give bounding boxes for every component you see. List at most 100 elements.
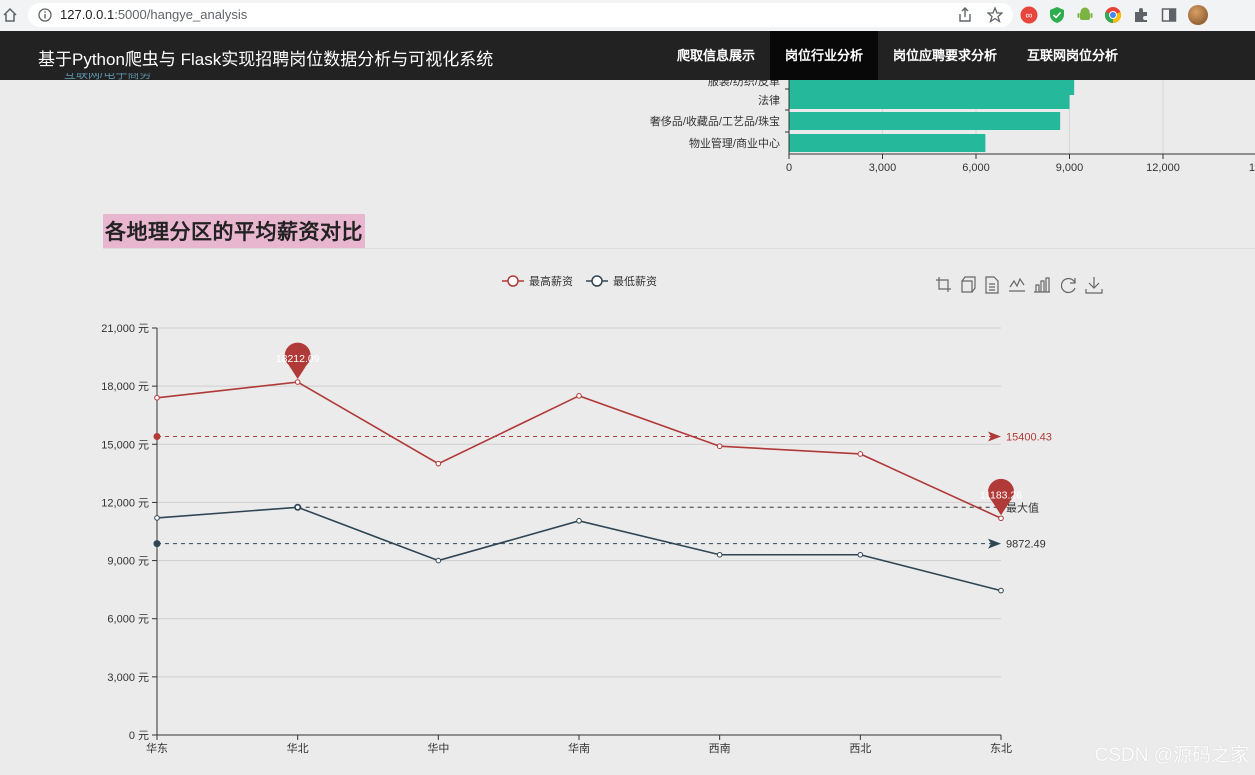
partial-category-text: 互联网/电子商务 xyxy=(64,73,152,81)
nav-menu: 爬取信息展示 岗位行业分析 岗位应聘要求分析 互联网岗位分析 xyxy=(662,31,1133,80)
browser-toolbar: 127.0.0.1:5000/hangye_analysis ∞ xyxy=(0,0,1255,32)
legend-symbol xyxy=(507,275,519,287)
extension-shield-icon[interactable] xyxy=(1048,6,1066,24)
url-text: 127.0.0.1:5000/hangye_analysis xyxy=(60,7,247,22)
markline-label: 15400.43 xyxy=(1006,432,1052,444)
line-switch-icon[interactable] xyxy=(1009,277,1025,292)
x-tick-label: 6,000 xyxy=(962,162,990,174)
region-salary-line-chart: 最高薪资 最低薪资 0 元 3,000 元 6,000 元 9,000 元 12,000 元… xyxy=(101,274,1103,755)
x-tick-label: 华南 xyxy=(568,741,590,755)
markpoint-pin xyxy=(987,478,1014,516)
y-tick-label: 15,000 元 xyxy=(101,439,149,451)
data-point xyxy=(294,379,301,385)
url-path: :5000/hangye_analysis xyxy=(114,7,248,22)
data-point xyxy=(154,515,160,521)
markpoint-pin xyxy=(284,342,311,380)
nav-item-crawl-display[interactable]: 爬取信息展示 xyxy=(677,48,756,63)
nav-item-internet-jobs[interactable]: 互联网岗位分析 xyxy=(1027,48,1119,63)
bar xyxy=(789,134,986,152)
icon-path xyxy=(961,276,976,293)
markpoint-label: 11183.26 xyxy=(980,489,1022,501)
x-tick-label: 华北 xyxy=(287,741,309,755)
icon-path xyxy=(985,276,999,294)
x-tick-label: 西北 xyxy=(849,742,871,755)
icon-path xyxy=(1085,277,1103,294)
x-tick-label: 东北 xyxy=(990,742,1012,755)
data-point xyxy=(576,518,582,524)
profile-avatar[interactable] xyxy=(1188,5,1208,25)
x-tick-label: 华东 xyxy=(146,741,168,755)
extension-android-icon[interactable] xyxy=(1076,6,1094,24)
data-point xyxy=(576,393,582,399)
y-tick-label: 3,000 元 xyxy=(107,672,149,684)
icon-path xyxy=(936,277,951,292)
category-label: 法律 xyxy=(758,93,780,107)
bar xyxy=(789,112,1061,130)
nav-item-requirements-analysis[interactable]: 岗位应聘要求分析 xyxy=(893,48,998,63)
svg-text:∞: ∞ xyxy=(1025,11,1032,22)
data-point xyxy=(716,443,723,450)
y-tick-label: 9,000 元 xyxy=(107,556,149,568)
data-view-icon[interactable] xyxy=(985,276,999,294)
bookmark-star-icon[interactable] xyxy=(987,6,1003,24)
app-navbar: 基于Python爬虫与 Flask实现招聘岗位数据分析与可视化系统 爬取信息展示… xyxy=(0,31,1255,80)
markline-start xyxy=(153,540,161,548)
address-bar[interactable]: 127.0.0.1:5000/hangye_analysis xyxy=(28,3,1013,27)
app-title[interactable]: 基于Python爬虫与 Flask实现招聘岗位数据分析与可视化系统 xyxy=(38,50,494,69)
section-title: 各地理分区的平均薪资对比 xyxy=(103,214,365,248)
x-tick-label: 12,000 xyxy=(1146,162,1180,174)
x-tick-label: 15, xyxy=(1249,162,1255,174)
bar-switch-icon[interactable] xyxy=(1034,277,1050,293)
home-icon[interactable] xyxy=(2,7,18,23)
legend-label: 最低薪资 xyxy=(613,275,657,288)
nav-item-industry-analysis[interactable]: 岗位行业分析 xyxy=(770,31,879,80)
extension-infinity-icon[interactable]: ∞ xyxy=(1020,6,1038,24)
markpoint-label: 18212.09 xyxy=(276,353,320,365)
side-panel-icon[interactable] xyxy=(1160,6,1178,24)
site-info-icon[interactable] xyxy=(38,8,52,22)
save-image-icon[interactable] xyxy=(1085,277,1103,294)
x-tick-label: 西南 xyxy=(709,742,731,755)
legend-label: 最高薪资 xyxy=(529,274,573,288)
category-label: 服装/纺织/皮革 xyxy=(708,80,780,88)
markline-start xyxy=(153,433,161,441)
section-divider xyxy=(103,248,1255,249)
max-markline-label: 最大值 xyxy=(1006,500,1039,514)
icon-path xyxy=(1060,277,1076,294)
y-tick-label: 12,000 元 xyxy=(101,497,149,509)
markline-arrow xyxy=(988,431,1001,442)
x-tick-label: 3,000 xyxy=(869,162,897,174)
x-tick-label: 0 xyxy=(786,162,792,174)
series-line xyxy=(156,381,1002,519)
data-point xyxy=(857,451,864,457)
y-tick-label: 21,000 元 xyxy=(101,323,149,335)
category-label: 物业管理/商业中心 xyxy=(689,136,780,150)
y-tick-label: 18,000 元 xyxy=(101,381,149,393)
icon-path xyxy=(1009,277,1025,292)
extensions-puzzle-icon[interactable] xyxy=(1132,6,1150,24)
y-tick-label: 6,000 元 xyxy=(107,614,149,626)
markline-arrow xyxy=(988,538,1001,549)
data-point xyxy=(435,460,442,467)
markline-label: 9872.49 xyxy=(1006,539,1046,551)
data-point xyxy=(294,504,301,511)
legend-symbol xyxy=(591,275,603,287)
y-tick-label: 0 元 xyxy=(129,730,149,742)
data-point xyxy=(998,515,1004,522)
data-point xyxy=(154,394,160,401)
url-host: 127.0.0.1 xyxy=(60,7,115,22)
x-tick-label: 9,000 xyxy=(1056,162,1084,174)
data-point xyxy=(857,551,864,558)
icon-path xyxy=(1034,277,1050,293)
data-point xyxy=(998,587,1004,594)
category-label: 奢侈品/收藏品/工艺品/珠宝 xyxy=(650,114,780,128)
watermark: CSDN @源码之家 xyxy=(1094,745,1249,766)
data-point xyxy=(716,551,723,558)
restore-icon[interactable] xyxy=(1060,277,1076,294)
share-icon[interactable] xyxy=(957,6,973,24)
lasso-select-icon[interactable] xyxy=(961,276,976,293)
data-point xyxy=(435,557,442,564)
rect-select-icon[interactable] xyxy=(936,277,951,292)
extension-chrome-icon[interactable] xyxy=(1104,6,1122,24)
